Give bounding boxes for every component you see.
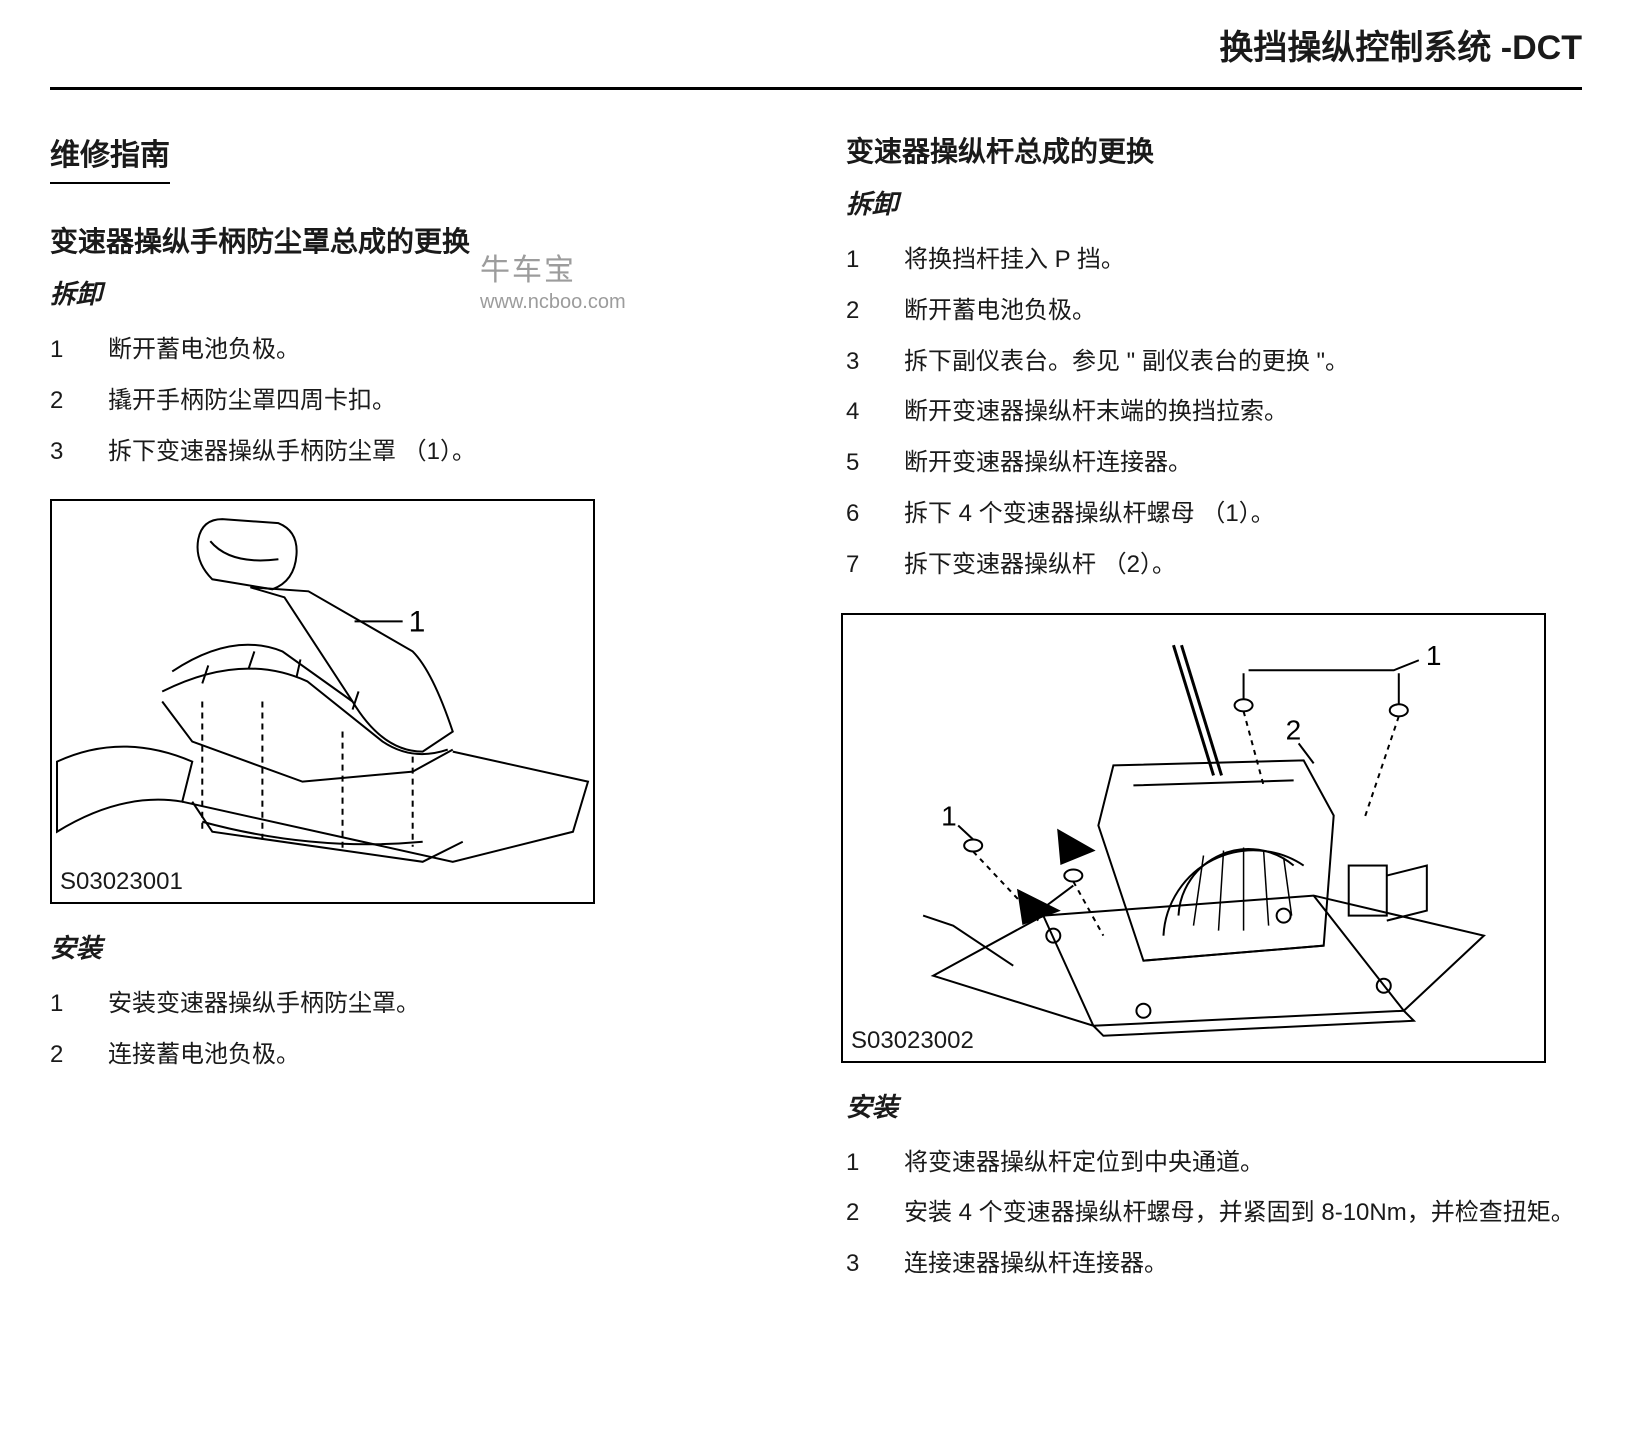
figure-2-callout-1b: 1	[941, 800, 957, 831]
figure-2: 1 1 2 S03023002	[841, 613, 1546, 1063]
figure-2-id: S03023002	[851, 1027, 974, 1055]
section1-remove-title: 拆卸	[50, 274, 786, 311]
section2-install-title: 安装	[846, 1087, 1582, 1124]
section2-title: 变速器操纵杆总成的更换	[846, 130, 1582, 170]
section1-remove-steps: 1断开蓄电池负极。 2撬开手柄防尘罩四周卡扣。 3拆下变速器操纵手柄防尘罩 （1…	[50, 327, 786, 475]
right-column: 变速器操纵杆总成的更换 拆卸 1将换挡杆挂入 P 挡。 2断开蓄电池负极。 3拆…	[846, 130, 1582, 1292]
list-item: 1安装变速器操纵手柄防尘罩。	[50, 981, 786, 1028]
section1-install-steps: 1安装变速器操纵手柄防尘罩。 2连接蓄电池负极。	[50, 981, 786, 1079]
section2-remove-title: 拆卸	[846, 184, 1582, 221]
list-item: 7拆下变速器操纵杆 （2）。	[846, 542, 1582, 589]
content-columns: 维修指南 变速器操纵手柄防尘罩总成的更换 拆卸 1断开蓄电池负极。 2撬开手柄防…	[50, 130, 1582, 1292]
list-item: 3拆下副仪表台。参见 " 副仪表台的更换 "。	[846, 339, 1582, 386]
list-item: 1将换挡杆挂入 P 挡。	[846, 237, 1582, 284]
figure-1-svg: 1	[52, 501, 593, 902]
list-item: 5断开变速器操纵杆连接器。	[846, 440, 1582, 487]
left-column: 维修指南 变速器操纵手柄防尘罩总成的更换 拆卸 1断开蓄电池负极。 2撬开手柄防…	[50, 130, 786, 1292]
list-item: 2断开蓄电池负极。	[846, 288, 1582, 335]
list-item: 3连接速器操纵杆连接器。	[846, 1241, 1582, 1288]
section1-install-title: 安装	[50, 928, 786, 965]
figure-2-callout-2: 2	[1286, 714, 1302, 745]
list-item: 2撬开手柄防尘罩四周卡扣。	[50, 378, 786, 425]
list-item: 1断开蓄电池负极。	[50, 327, 786, 374]
list-item: 2连接蓄电池负极。	[50, 1032, 786, 1079]
figure-1-callout-1: 1	[409, 606, 426, 639]
page-header: 换挡操纵控制系统 -DCT	[50, 20, 1582, 90]
page-title: 换挡操纵控制系统 -DCT	[1219, 29, 1582, 67]
figure-1: 1 S03023001	[50, 499, 595, 904]
section1-title: 变速器操纵手柄防尘罩总成的更换	[50, 220, 786, 260]
figure-1-id: S03023001	[60, 868, 183, 896]
section2-install-steps: 1将变速器操纵杆定位到中央通道。 2安装 4 个变速器操纵杆螺母，并紧固到 8-…	[846, 1140, 1582, 1288]
list-item: 4断开变速器操纵杆末端的换挡拉索。	[846, 389, 1582, 436]
list-item: 6拆下 4 个变速器操纵杆螺母 （1）。	[846, 491, 1582, 538]
list-item: 1将变速器操纵杆定位到中央通道。	[846, 1140, 1582, 1187]
list-item: 3拆下变速器操纵手柄防尘罩 （1）。	[50, 429, 786, 476]
section2-remove-steps: 1将换挡杆挂入 P 挡。 2断开蓄电池负极。 3拆下副仪表台。参见 " 副仪表台…	[846, 237, 1582, 589]
figure-2-svg: 1 1 2	[843, 615, 1544, 1061]
list-item: 2安装 4 个变速器操纵杆螺母，并紧固到 8-10Nm，并检查扭矩。	[846, 1190, 1582, 1237]
figure-2-callout-1a: 1	[1426, 640, 1442, 671]
maintenance-guide-title: 维修指南	[50, 130, 170, 184]
